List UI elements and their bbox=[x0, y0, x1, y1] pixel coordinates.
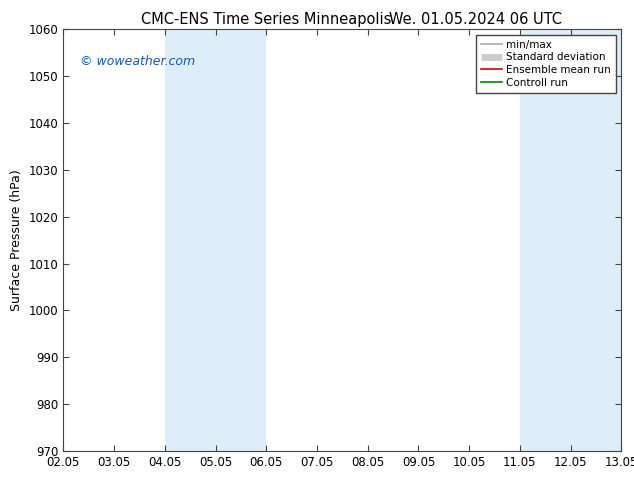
Bar bbox=[165, 29, 266, 451]
Text: © woweather.com: © woweather.com bbox=[80, 55, 195, 68]
Text: CMC-ENS Time Series Minneapolis: CMC-ENS Time Series Minneapolis bbox=[141, 12, 391, 27]
Bar bbox=[520, 29, 621, 451]
Text: We. 01.05.2024 06 UTC: We. 01.05.2024 06 UTC bbox=[389, 12, 562, 27]
Legend: min/max, Standard deviation, Ensemble mean run, Controll run: min/max, Standard deviation, Ensemble me… bbox=[476, 35, 616, 93]
Y-axis label: Surface Pressure (hPa): Surface Pressure (hPa) bbox=[10, 169, 23, 311]
